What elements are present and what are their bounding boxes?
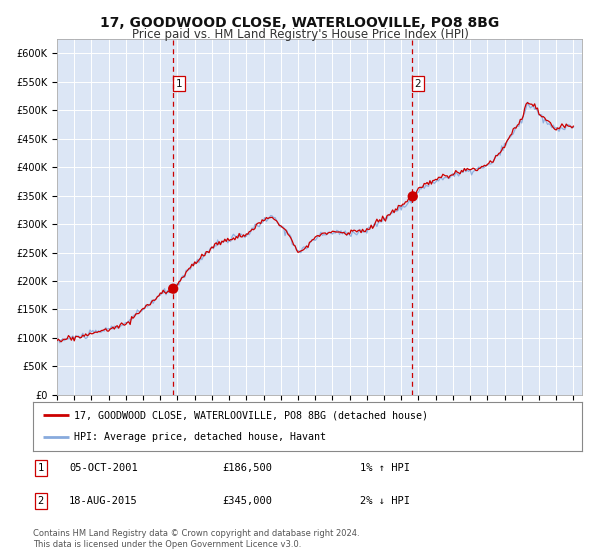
- Text: Price paid vs. HM Land Registry's House Price Index (HPI): Price paid vs. HM Land Registry's House …: [131, 28, 469, 41]
- Text: HPI: Average price, detached house, Havant: HPI: Average price, detached house, Hava…: [74, 432, 326, 442]
- Text: 1: 1: [176, 78, 182, 88]
- Text: 2: 2: [415, 78, 421, 88]
- Text: 2: 2: [38, 496, 44, 506]
- Text: 05-OCT-2001: 05-OCT-2001: [69, 463, 138, 473]
- Text: 18-AUG-2015: 18-AUG-2015: [69, 496, 138, 506]
- Text: Contains HM Land Registry data © Crown copyright and database right 2024.
This d: Contains HM Land Registry data © Crown c…: [33, 529, 359, 549]
- Text: 1: 1: [38, 463, 44, 473]
- Text: £186,500: £186,500: [222, 463, 272, 473]
- Text: £345,000: £345,000: [222, 496, 272, 506]
- Text: 2% ↓ HPI: 2% ↓ HPI: [360, 496, 410, 506]
- Point: [169, 284, 178, 293]
- Text: 17, GOODWOOD CLOSE, WATERLOOVILLE, PO8 8BG: 17, GOODWOOD CLOSE, WATERLOOVILLE, PO8 8…: [100, 16, 500, 30]
- Text: 1% ↑ HPI: 1% ↑ HPI: [360, 463, 410, 473]
- Point: [408, 192, 418, 201]
- Text: 17, GOODWOOD CLOSE, WATERLOOVILLE, PO8 8BG (detached house): 17, GOODWOOD CLOSE, WATERLOOVILLE, PO8 8…: [74, 410, 428, 421]
